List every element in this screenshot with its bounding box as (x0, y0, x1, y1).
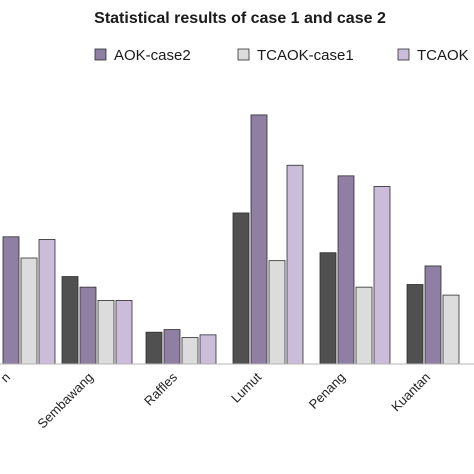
bar-lumut-series-3 (286, 164, 304, 365)
bar-lumut-series-2 (268, 260, 286, 365)
bars-group (2, 114, 460, 365)
bar-raffles-series-1 (163, 329, 181, 365)
bar-penang-series-0 (319, 252, 337, 365)
bar-kuantan-series-2 (442, 294, 460, 365)
bar-sembawang-series-3 (115, 299, 133, 365)
bar-sembawang-series-2 (97, 299, 115, 365)
bar-raffles-series-3 (199, 334, 217, 365)
bar-raffles-series-2 (181, 337, 199, 365)
bar-kuantan-series-1 (424, 265, 442, 365)
bar-lumut-series-0 (232, 212, 250, 365)
legend-swatch-1 (94, 48, 107, 61)
bar-sembawang-series-1 (79, 286, 97, 365)
bar-raffles-series-0 (145, 331, 163, 365)
legend-label-1: AOK-case2 (114, 47, 191, 64)
legend-swatch-2 (237, 48, 250, 61)
bar-group-0-series-2 (20, 257, 38, 365)
bar-group-0-series-1 (2, 236, 20, 365)
bar-sembawang-series-0 (61, 276, 79, 365)
tick-labels: n Sembawang Raffles Lumut Penang Kuantan (0, 369, 433, 431)
tick-label-4: Penang (306, 370, 348, 412)
bar-lumut-series-1 (250, 114, 268, 365)
chart-title: Statistical results of case 1 and case 2 (94, 10, 386, 27)
tick-label-3: Lumut (228, 369, 264, 405)
tick-label-1: Sembawang (34, 370, 96, 432)
tick-label-5: Kuantan (388, 370, 433, 415)
bar-penang-series-2 (355, 286, 373, 365)
bar-penang-series-1 (337, 175, 355, 365)
bar-kuantan-series-0 (406, 284, 424, 365)
bar-group-0-series-3 (38, 239, 56, 365)
tick-label-2: Raffles (141, 369, 180, 408)
bar-penang-series-3 (373, 186, 391, 365)
legend-swatch-3 (397, 48, 410, 61)
tick-label-0: n (0, 370, 13, 386)
legend-label-2: TCAOK-case1 (257, 47, 354, 64)
legend-label-3: TCAOK (417, 47, 469, 64)
